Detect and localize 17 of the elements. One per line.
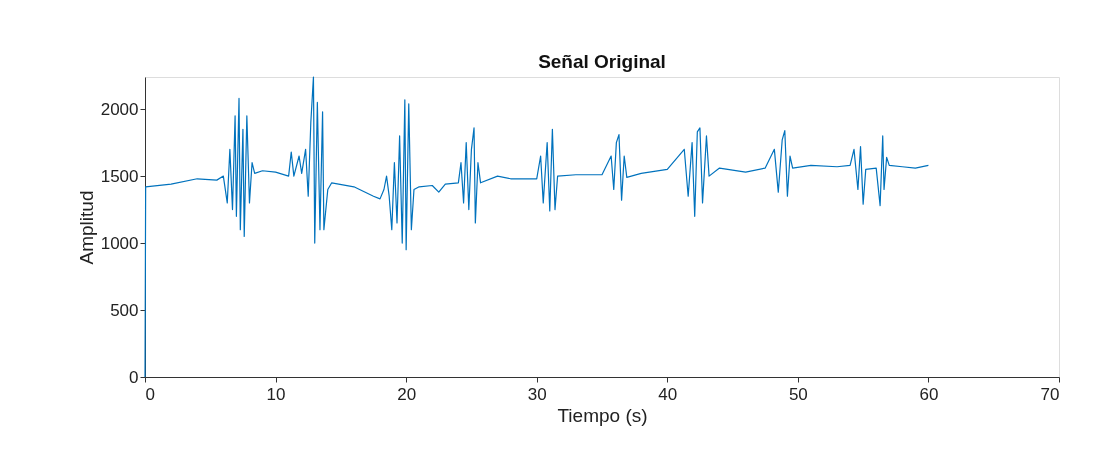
x-tick-label: 0 — [145, 384, 155, 404]
x-tick-label: 20 — [397, 384, 417, 404]
x-tick-label: 60 — [919, 384, 939, 404]
chart-title: Señal Original — [538, 51, 666, 73]
y-axis-title: Amplitud — [75, 190, 97, 265]
x-tick-label: 30 — [527, 384, 547, 404]
x-axis-title: Tiempo (s) — [557, 404, 648, 426]
y-tick-label: 0 — [129, 367, 139, 387]
x-tick-label: 40 — [658, 384, 678, 404]
x-tick-label: 50 — [788, 384, 808, 404]
y-tick-label: 2000 — [100, 99, 139, 119]
x-tick-label: 70 — [1040, 384, 1060, 404]
y-tick-label: 1500 — [100, 166, 139, 186]
y-tick-label: 500 — [110, 300, 139, 320]
x-tick-label: 10 — [266, 384, 286, 404]
y-tick-label: 1000 — [100, 233, 139, 253]
line-series — [144, 76, 930, 378]
